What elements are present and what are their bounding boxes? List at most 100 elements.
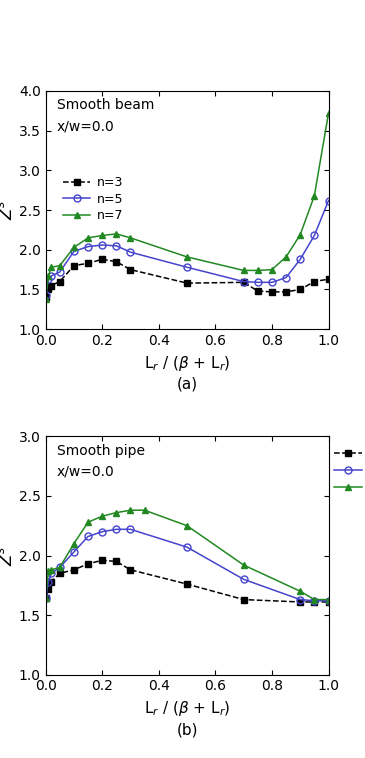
n=5 bbox=[185, 543, 189, 552]
Legend: n=3, n=5, n=7: n=3, n=5, n=7 bbox=[332, 445, 365, 496]
n=5 bbox=[114, 525, 119, 534]
Y-axis label: $Z^s$: $Z^s$ bbox=[0, 545, 16, 566]
n=5 bbox=[270, 277, 274, 287]
n=5 bbox=[100, 240, 104, 249]
n=3 bbox=[326, 274, 331, 283]
n=3 bbox=[255, 287, 260, 296]
n=5 bbox=[298, 255, 302, 264]
n=3 bbox=[270, 287, 274, 296]
n=3 bbox=[100, 556, 104, 565]
n=5 bbox=[46, 274, 51, 283]
n=5 bbox=[185, 263, 189, 272]
n=5 bbox=[312, 597, 316, 606]
n=5 bbox=[298, 595, 302, 604]
n=5 bbox=[49, 568, 53, 578]
n=3 bbox=[49, 281, 53, 290]
n=5 bbox=[43, 290, 48, 299]
n=5 bbox=[43, 594, 48, 603]
n=7 bbox=[46, 271, 51, 280]
n=7 bbox=[185, 252, 189, 262]
n=7 bbox=[58, 261, 62, 270]
n=3 bbox=[114, 257, 119, 266]
n=7 bbox=[298, 587, 302, 596]
n=5 bbox=[242, 277, 246, 286]
n=7 bbox=[100, 231, 104, 240]
n=7 bbox=[312, 595, 316, 604]
Line: n=3: n=3 bbox=[42, 557, 332, 606]
n=3 bbox=[312, 597, 316, 606]
Line: n=5: n=5 bbox=[42, 526, 332, 604]
n=3 bbox=[284, 287, 288, 296]
n=7 bbox=[298, 230, 302, 240]
n=7 bbox=[255, 266, 260, 275]
n=5 bbox=[72, 247, 76, 256]
n=3 bbox=[185, 580, 189, 589]
n=7 bbox=[142, 506, 147, 515]
n=3 bbox=[242, 277, 246, 287]
Line: n=7: n=7 bbox=[42, 507, 332, 603]
n=7 bbox=[284, 252, 288, 262]
n=3 bbox=[72, 261, 76, 270]
Line: n=3: n=3 bbox=[42, 256, 332, 301]
n=3 bbox=[58, 568, 62, 578]
n=3 bbox=[298, 285, 302, 294]
Text: Smooth pipe: Smooth pipe bbox=[57, 443, 145, 458]
Text: x/w=0.0: x/w=0.0 bbox=[57, 465, 115, 479]
n=3 bbox=[72, 565, 76, 575]
n=7 bbox=[58, 563, 62, 572]
n=7 bbox=[72, 243, 76, 252]
n=3 bbox=[100, 255, 104, 264]
n=7 bbox=[270, 265, 274, 274]
n=7 bbox=[242, 560, 246, 569]
n=3 bbox=[312, 277, 316, 286]
n=3 bbox=[43, 293, 48, 302]
n=5 bbox=[312, 231, 316, 240]
X-axis label: L$_r$ / ($\beta$ + L$_r$): L$_r$ / ($\beta$ + L$_r$) bbox=[144, 699, 230, 718]
Line: n=7: n=7 bbox=[42, 110, 332, 302]
n=5 bbox=[58, 563, 62, 572]
n=7 bbox=[326, 595, 331, 604]
n=3 bbox=[86, 559, 90, 568]
n=7 bbox=[128, 506, 133, 515]
n=7 bbox=[312, 191, 316, 200]
n=3 bbox=[242, 595, 246, 604]
n=3 bbox=[114, 557, 119, 566]
n=7 bbox=[49, 263, 53, 272]
n=5 bbox=[326, 597, 331, 606]
n=7 bbox=[43, 594, 48, 603]
n=3 bbox=[185, 279, 189, 288]
n=5 bbox=[242, 575, 246, 584]
n=7 bbox=[100, 512, 104, 521]
n=3 bbox=[46, 584, 51, 594]
n=7 bbox=[114, 508, 119, 517]
n=7 bbox=[86, 518, 90, 527]
n=3 bbox=[298, 597, 302, 606]
n=7 bbox=[46, 566, 51, 575]
n=3 bbox=[58, 277, 62, 286]
X-axis label: L$_r$ / ($\beta$ + L$_r$): L$_r$ / ($\beta$ + L$_r$) bbox=[144, 353, 230, 373]
n=5 bbox=[46, 577, 51, 586]
n=3 bbox=[49, 577, 53, 586]
n=3 bbox=[86, 258, 90, 268]
n=7 bbox=[242, 266, 246, 275]
n=3 bbox=[128, 265, 133, 274]
Y-axis label: $Z^s$: $Z^s$ bbox=[0, 199, 16, 221]
Text: (b): (b) bbox=[176, 722, 198, 738]
n=5 bbox=[128, 525, 133, 534]
n=5 bbox=[114, 241, 119, 250]
n=5 bbox=[284, 273, 288, 282]
n=5 bbox=[58, 268, 62, 277]
n=5 bbox=[255, 277, 260, 287]
Text: Smooth beam: Smooth beam bbox=[57, 98, 154, 112]
n=7 bbox=[128, 233, 133, 243]
n=7 bbox=[326, 108, 331, 117]
Text: (a): (a) bbox=[177, 377, 197, 392]
Legend: n=3, n=5, n=7: n=3, n=5, n=7 bbox=[60, 174, 126, 225]
n=7 bbox=[86, 233, 90, 243]
n=3 bbox=[128, 565, 133, 575]
Text: x/w=0.0: x/w=0.0 bbox=[57, 120, 115, 133]
n=7 bbox=[114, 230, 119, 239]
n=3 bbox=[46, 285, 51, 294]
n=7 bbox=[49, 565, 53, 575]
n=5 bbox=[49, 271, 53, 280]
